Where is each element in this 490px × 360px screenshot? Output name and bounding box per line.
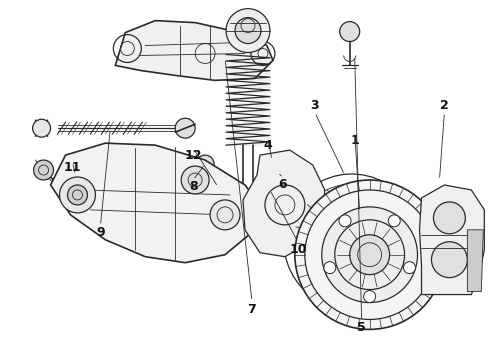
Circle shape [125,184,137,196]
Text: 9: 9 [96,226,105,239]
Text: 2: 2 [440,99,449,112]
Polygon shape [226,71,270,74]
Circle shape [33,119,50,137]
Circle shape [59,177,96,213]
Circle shape [364,291,376,302]
Polygon shape [226,84,270,87]
Circle shape [388,215,400,227]
Polygon shape [226,58,270,61]
Polygon shape [226,116,270,119]
Polygon shape [226,135,270,139]
Text: 11: 11 [64,161,81,174]
Text: 8: 8 [189,180,197,193]
Polygon shape [226,64,270,67]
Circle shape [324,262,336,274]
Circle shape [68,185,87,205]
Polygon shape [50,143,260,263]
Polygon shape [419,185,484,294]
Polygon shape [243,150,325,257]
Circle shape [34,160,53,180]
Text: 5: 5 [357,321,366,334]
Circle shape [403,262,416,274]
Text: 12: 12 [184,149,202,162]
Text: 6: 6 [279,179,287,192]
Circle shape [270,164,286,180]
Polygon shape [226,96,270,100]
Circle shape [434,202,465,234]
Circle shape [322,207,417,302]
Polygon shape [226,77,270,80]
Polygon shape [115,21,273,80]
Circle shape [340,22,360,41]
Polygon shape [226,122,270,126]
Circle shape [350,235,390,275]
Polygon shape [226,90,270,93]
Text: 4: 4 [264,139,272,152]
Circle shape [226,9,270,53]
Circle shape [175,118,195,138]
Circle shape [295,180,444,329]
Text: 7: 7 [247,303,256,316]
Polygon shape [226,109,270,113]
Polygon shape [226,129,270,132]
Polygon shape [467,230,483,292]
Circle shape [339,215,351,227]
Polygon shape [226,103,270,106]
Circle shape [235,18,261,44]
Polygon shape [226,142,270,145]
Circle shape [210,200,240,230]
Text: 10: 10 [289,243,307,256]
Text: 1: 1 [350,134,359,147]
Circle shape [432,242,467,278]
Text: 3: 3 [311,99,319,112]
Circle shape [181,166,209,194]
Circle shape [196,155,214,173]
